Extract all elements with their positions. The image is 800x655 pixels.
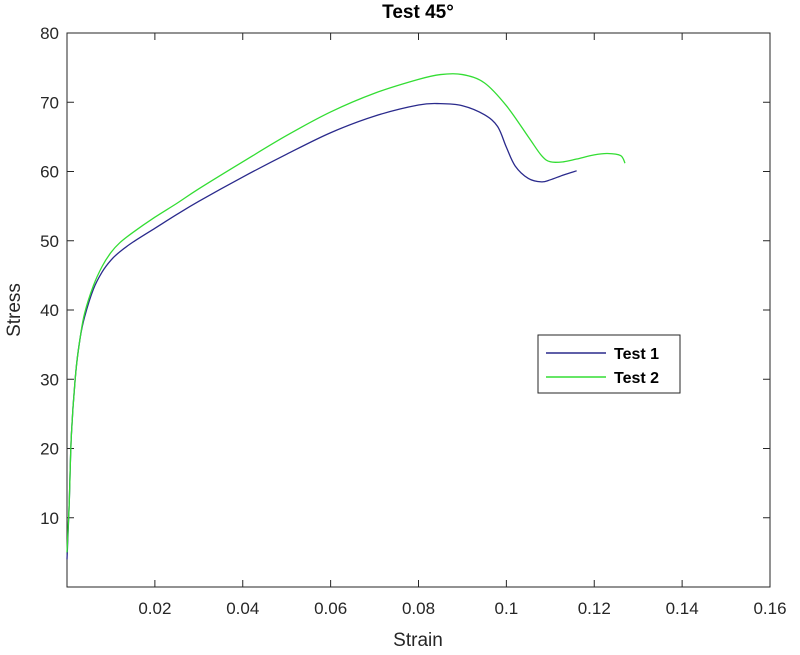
x-tick-label: 0.06 — [314, 599, 347, 618]
y-tick-label: 40 — [40, 301, 59, 320]
plot-frame — [66, 32, 771, 588]
x-tick-label: 0.1 — [495, 599, 519, 618]
x-tick-label: 0.04 — [226, 599, 259, 618]
y-tick-label: 50 — [40, 232, 59, 251]
plot-area — [66, 32, 771, 588]
x-tick-label: 0.12 — [578, 599, 611, 618]
legend-label-1: Test 1 — [614, 346, 659, 363]
x-tick-label: 0.16 — [753, 599, 786, 618]
x-axis: 0.02 0.04 0.06 0.08 0.1 0.12 0.14 0.16 — [138, 33, 787, 618]
series-line-2 — [66, 73, 626, 553]
y-tick-label: 10 — [40, 509, 59, 528]
y-tick-label: 70 — [40, 93, 59, 112]
y-tick-label: 80 — [40, 24, 59, 43]
y-axis-label: Stress — [4, 283, 25, 337]
x-tick-label: 0.14 — [666, 599, 699, 618]
y-axis: 10 20 30 40 50 60 70 80 — [40, 24, 770, 528]
legend-label-2: Test 2 — [614, 370, 659, 387]
x-tick-label: 0.08 — [402, 599, 435, 618]
x-axis-label: Strain — [393, 630, 443, 651]
chart-title: Test 45° — [382, 2, 454, 23]
y-tick-label: 20 — [40, 440, 59, 459]
y-tick-label: 30 — [40, 370, 59, 389]
y-tick-label: 60 — [40, 163, 59, 182]
legend-box — [537, 334, 681, 394]
x-tick-label: 0.02 — [138, 599, 171, 618]
series-lines — [66, 73, 626, 560]
legend: Test 1 Test 2 — [537, 334, 681, 394]
